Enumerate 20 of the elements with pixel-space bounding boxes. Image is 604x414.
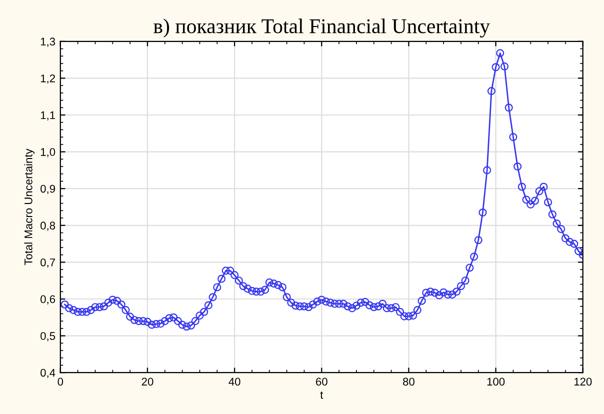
x-tick-label: 0: [58, 378, 64, 386]
y-axis-title: Total Macro Uncertainty: [24, 148, 35, 266]
y-tick-label: 0,7: [40, 258, 55, 268]
y-tick-label: 1,3: [40, 38, 56, 47]
y-tick-label: 1,0: [40, 148, 56, 158]
x-tick-label: 100: [487, 378, 505, 386]
x-tick-label: 20: [142, 378, 154, 386]
y-tick-label: 0,6: [40, 295, 56, 304]
chart-title: в) показник Total Financial Uncertainty: [154, 18, 490, 38]
y-tick-label: 0,9: [40, 184, 56, 194]
y-tick-label: 1,1: [40, 111, 55, 120]
y-tick-label: 0,4: [40, 368, 56, 378]
y-tick-label: 0,8: [40, 222, 56, 231]
x-tick-label: 60: [316, 378, 328, 386]
x-axis-title: t: [320, 391, 324, 399]
y-tick-label: 1,2: [40, 74, 55, 84]
x-tick-label: 80: [403, 378, 414, 386]
x-tick-label: 120: [574, 378, 592, 386]
x-tick-label: 40: [228, 378, 240, 386]
y-tick-label: 0,5: [40, 332, 56, 342]
